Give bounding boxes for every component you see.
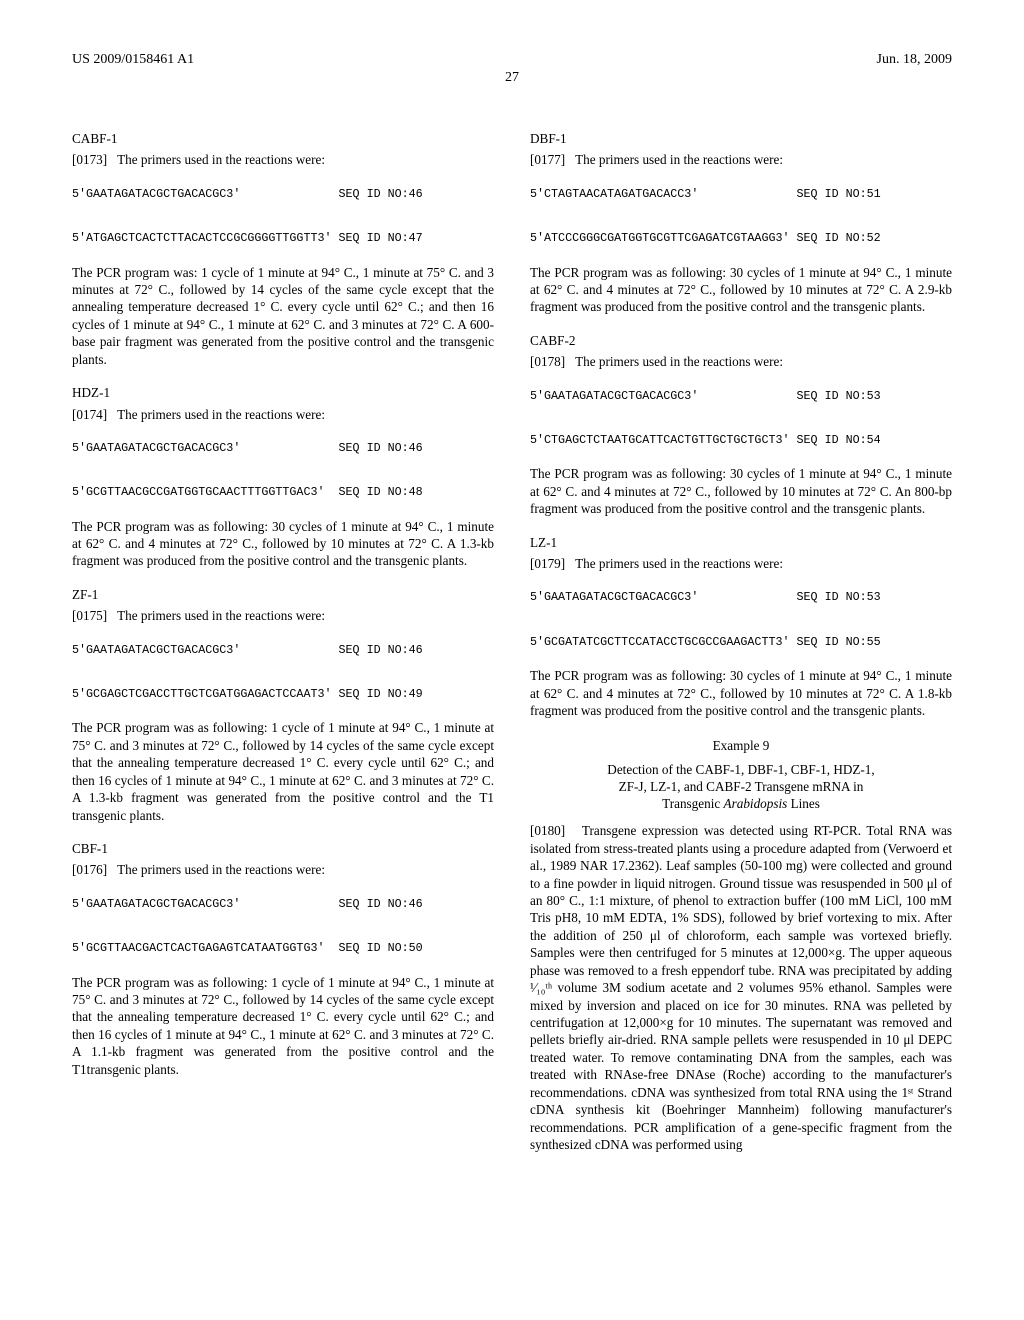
seq-line: 5'GCGATATCGCTTCCATACCTGCGCCGAAGACTT3' SE… bbox=[530, 635, 881, 649]
para-num: [0179] bbox=[530, 556, 565, 571]
patent-number: US 2009/0158461 A1 bbox=[72, 52, 194, 68]
para-text: The primers used in the reactions were: bbox=[117, 862, 325, 877]
two-column-layout: CABF-1 [0173] The primers used in the re… bbox=[72, 114, 952, 1161]
para-body: The PCR program was as following: 30 cyc… bbox=[530, 465, 952, 517]
para-num: [0174] bbox=[72, 407, 107, 422]
seq-block: 5'GAATAGATACGCTGACACGC3' SEQ ID NO:53 5'… bbox=[530, 586, 952, 653]
para-body: The PCR program was as following: 30 cyc… bbox=[530, 667, 952, 719]
section-hdz1-title: HDZ-1 bbox=[72, 384, 494, 401]
para-body: The PCR program was as following: 30 cyc… bbox=[530, 264, 952, 316]
page-header: US 2009/0158461 A1 Jun. 18, 2009 bbox=[72, 52, 952, 68]
seq-line: 5'ATCCCGGGCGATGGTGCGTTCGAGATCGTAAGG3' SE… bbox=[530, 231, 881, 245]
para-0180: [0180] Transgene expression was detected… bbox=[530, 822, 952, 1153]
para-0177: [0177] The primers used in the reactions… bbox=[530, 151, 952, 168]
para-0176: [0176] The primers used in the reactions… bbox=[72, 861, 494, 878]
seq-line: 5'ATGAGCTCACTCTTACACTCCGCGGGGTTGGTT3' SE… bbox=[72, 231, 423, 245]
para-num: [0177] bbox=[530, 152, 565, 167]
para-0173: [0173] The primers used in the reactions… bbox=[72, 151, 494, 168]
seq-line: 5'GAATAGATACGCTGACACGC3' SEQ ID NO:46 bbox=[72, 187, 423, 201]
para-0179: [0179] The primers used in the reactions… bbox=[530, 555, 952, 572]
section-zf1-title: ZF-1 bbox=[72, 586, 494, 603]
seq-line: 5'GAATAGATACGCTGACACGC3' SEQ ID NO:46 bbox=[72, 643, 423, 657]
patent-date: Jun. 18, 2009 bbox=[877, 52, 952, 68]
para-text: The primers used in the reactions were: bbox=[117, 407, 325, 422]
seq-block: 5'GAATAGATACGCTGACACGC3' SEQ ID NO:46 5'… bbox=[72, 893, 494, 960]
left-column: CABF-1 [0173] The primers used in the re… bbox=[72, 114, 494, 1161]
seq-line: 5'GAATAGATACGCTGACACGC3' SEQ ID NO:53 bbox=[530, 590, 881, 604]
para-num: [0175] bbox=[72, 608, 107, 623]
sub-line-pre: Transgenic bbox=[662, 796, 723, 811]
para-num: [0178] bbox=[530, 354, 565, 369]
sub-line-post: Lines bbox=[787, 796, 820, 811]
para-text: Transgene expression was detected using … bbox=[530, 823, 952, 1152]
seq-block: 5'CTAGTAACATAGATGACACC3' SEQ ID NO:51 5'… bbox=[530, 183, 952, 250]
seq-line: 5'GAATAGATACGCTGACACGC3' SEQ ID NO:53 bbox=[530, 389, 881, 403]
para-body: The PCR program was as following: 1 cycl… bbox=[72, 974, 494, 1079]
seq-line: 5'GCGAGCTCGACCTTGCTCGATGGAGACTCCAAT3' SE… bbox=[72, 687, 423, 701]
para-num: [0180] bbox=[530, 823, 565, 838]
example-9-subtitle: Detection of the CABF-1, DBF-1, CBF-1, H… bbox=[530, 761, 952, 812]
section-cabf1-title: CABF-1 bbox=[72, 130, 494, 147]
para-num: [0173] bbox=[72, 152, 107, 167]
seq-block: 5'GAATAGATACGCTGACACGC3' SEQ ID NO:46 5'… bbox=[72, 437, 494, 504]
page-number: 27 bbox=[72, 70, 952, 86]
para-num: [0176] bbox=[72, 862, 107, 877]
para-text: The primers used in the reactions were: bbox=[117, 152, 325, 167]
para-body: The PCR program was: 1 cycle of 1 minute… bbox=[72, 264, 494, 369]
para-text: The primers used in the reactions were: bbox=[117, 608, 325, 623]
seq-line: 5'GAATAGATACGCTGACACGC3' SEQ ID NO:46 bbox=[72, 441, 423, 455]
para-body: The PCR program was as following: 30 cyc… bbox=[72, 518, 494, 570]
para-text: The primers used in the reactions were: bbox=[575, 152, 783, 167]
section-cbf1-title: CBF-1 bbox=[72, 840, 494, 857]
para-0174: [0174] The primers used in the reactions… bbox=[72, 406, 494, 423]
seq-block: 5'GAATAGATACGCTGACACGC3' SEQ ID NO:46 5'… bbox=[72, 639, 494, 706]
sub-line: Detection of the CABF-1, DBF-1, CBF-1, H… bbox=[607, 762, 874, 777]
section-dbf1-title: DBF-1 bbox=[530, 130, 952, 147]
example-9-title: Example 9 bbox=[530, 737, 952, 754]
sub-line-italic: Arabidopsis bbox=[724, 796, 788, 811]
seq-line: 5'CTAGTAACATAGATGACACC3' SEQ ID NO:51 bbox=[530, 187, 881, 201]
right-column: DBF-1 [0177] The primers used in the rea… bbox=[530, 114, 952, 1161]
para-body: The PCR program was as following: 1 cycl… bbox=[72, 719, 494, 824]
para-0178: [0178] The primers used in the reactions… bbox=[530, 353, 952, 370]
sub-line: ZF-J, LZ-1, and CABF-2 Transgene mRNA in bbox=[619, 779, 864, 794]
section-lz1-title: LZ-1 bbox=[530, 534, 952, 551]
seq-block: 5'GAATAGATACGCTGACACGC3' SEQ ID NO:53 5'… bbox=[530, 385, 952, 452]
para-0175: [0175] The primers used in the reactions… bbox=[72, 607, 494, 624]
section-cabf2-title: CABF-2 bbox=[530, 332, 952, 349]
seq-line: 5'GCGTTAACGACTCACTGAGAGTCATAATGGTG3' SEQ… bbox=[72, 941, 423, 955]
seq-block: 5'GAATAGATACGCTGACACGC3' SEQ ID NO:46 5'… bbox=[72, 183, 494, 250]
para-text: The primers used in the reactions were: bbox=[575, 556, 783, 571]
seq-line: 5'GAATAGATACGCTGACACGC3' SEQ ID NO:46 bbox=[72, 897, 423, 911]
seq-line: 5'GCGTTAACGCCGATGGTGCAACTTTGGTTGAC3' SEQ… bbox=[72, 485, 423, 499]
seq-line: 5'CTGAGCTCTAATGCATTCACTGTTGCTGCTGCT3' SE… bbox=[530, 433, 881, 447]
para-text: The primers used in the reactions were: bbox=[575, 354, 783, 369]
